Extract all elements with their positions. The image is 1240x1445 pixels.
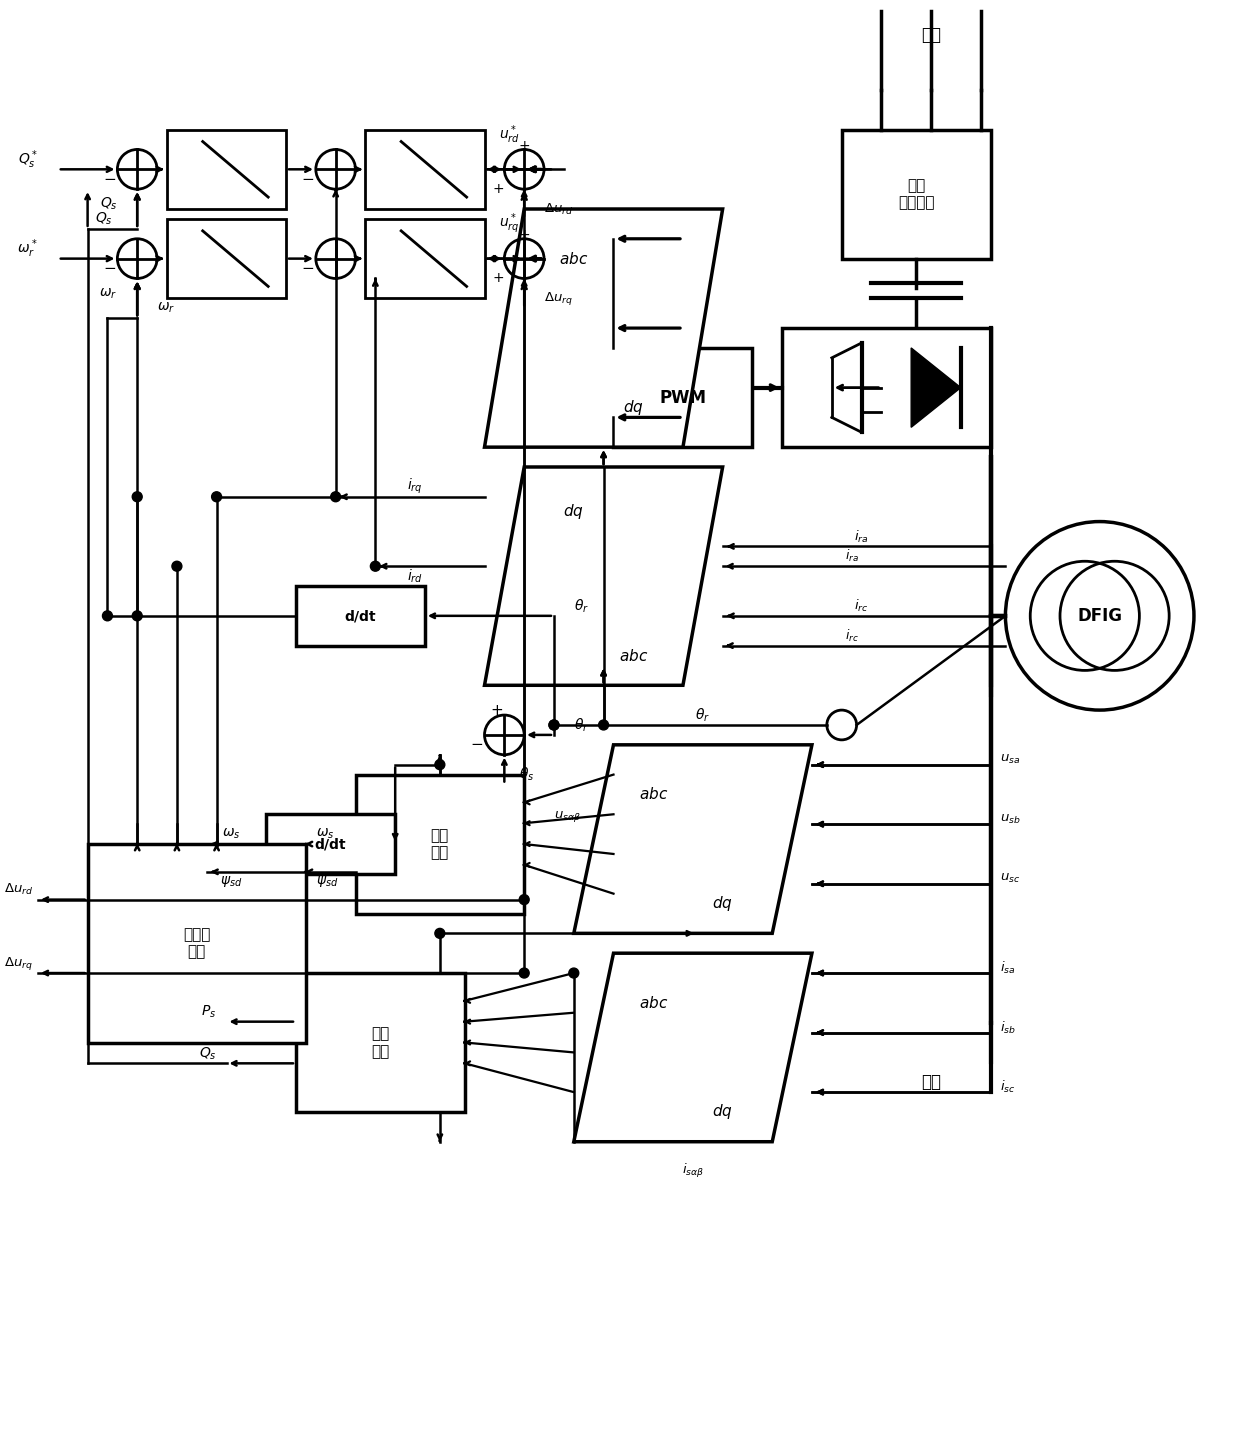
Bar	[296, 587, 425, 646]
Text: $\Delta u_{rd}$: $\Delta u_{rd}$	[4, 881, 33, 897]
Text: $abc$: $abc$	[559, 250, 589, 267]
Text: $i_{s\alpha\beta}$: $i_{s\alpha\beta}$	[682, 1162, 704, 1181]
Text: $u_{rq}^*$: $u_{rq}^*$	[498, 211, 520, 236]
Text: $\mathbf{d/dt}$: $\mathbf{d/dt}$	[314, 837, 347, 853]
Circle shape	[212, 491, 222, 501]
Bar	[296, 972, 465, 1113]
Bar	[366, 220, 485, 298]
Bar	[614, 348, 753, 447]
Text: $\psi_{sd}$: $\psi_{sd}$	[316, 874, 339, 889]
Text: $P_s$: $P_s$	[201, 1003, 217, 1020]
Text: $+$: $+$	[492, 272, 505, 286]
Circle shape	[549, 720, 559, 730]
Bar	[782, 328, 991, 447]
Circle shape	[520, 968, 529, 978]
Text: $i_{sc}$: $i_{sc}$	[1001, 1079, 1016, 1095]
Text: $u_{sc}$: $u_{sc}$	[1001, 873, 1021, 886]
Text: $u_{sb}$: $u_{sb}$	[1001, 812, 1021, 825]
Text: $u_{rd}^*$: $u_{rd}^*$	[498, 123, 520, 146]
Circle shape	[133, 491, 143, 501]
Text: $+$: $+$	[492, 182, 505, 197]
Bar	[842, 130, 991, 259]
Text: PWM: PWM	[660, 389, 707, 406]
Bar	[88, 844, 306, 1042]
Text: $\Delta u_{rq}$: $\Delta u_{rq}$	[4, 955, 33, 971]
Text: $Q_s$: $Q_s$	[99, 197, 118, 212]
Text: $-$: $-$	[470, 736, 484, 750]
Text: $abc$: $abc$	[619, 647, 649, 663]
Text: $dq$: $dq$	[712, 1103, 733, 1121]
Text: $u_{s\alpha\beta}$: $u_{s\alpha\beta}$	[554, 809, 580, 824]
Text: $\omega_s$: $\omega_s$	[222, 827, 241, 841]
Text: $dq$: $dq$	[622, 397, 644, 418]
Text: $i_{sa}$: $i_{sa}$	[1001, 959, 1016, 977]
Text: $\Delta u_{rd}$: $\Delta u_{rd}$	[544, 201, 573, 217]
Text: $\mathbf{d/dt}$: $\mathbf{d/dt}$	[343, 608, 377, 624]
Text: $-$: $-$	[103, 169, 117, 185]
Text: $Q_s^*$: $Q_s^*$	[17, 147, 38, 171]
Text: $dq$: $dq$	[563, 503, 584, 522]
Text: $dq$: $dq$	[712, 894, 733, 913]
Circle shape	[599, 720, 609, 730]
Circle shape	[520, 894, 529, 905]
Circle shape	[331, 491, 341, 501]
Circle shape	[569, 968, 579, 978]
Text: 耦合项
计算: 耦合项 计算	[184, 928, 211, 959]
Text: $Q_s$: $Q_s$	[94, 211, 113, 227]
Text: $i_{ra}$: $i_{ra}$	[844, 548, 858, 565]
Bar	[356, 775, 525, 913]
Text: DFIG: DFIG	[1078, 607, 1122, 624]
Bar	[167, 130, 286, 210]
Text: 功率
计算: 功率 计算	[371, 1026, 389, 1059]
Text: $i_{sb}$: $i_{sb}$	[1001, 1020, 1017, 1036]
Bar	[366, 130, 485, 210]
Text: $\omega_s$: $\omega_s$	[316, 827, 335, 841]
Text: $i_{ra}$: $i_{ra}$	[854, 529, 869, 545]
Text: $i_{rq}$: $i_{rq}$	[407, 477, 423, 497]
Text: $Q_s$: $Q_s$	[198, 1045, 217, 1062]
Polygon shape	[574, 954, 812, 1142]
Circle shape	[435, 760, 445, 770]
Circle shape	[133, 611, 143, 621]
Text: $\omega_r$: $\omega_r$	[157, 301, 175, 315]
Text: $\theta_r$: $\theta_r$	[574, 717, 589, 734]
Text: 电网: 电网	[921, 1074, 941, 1091]
Text: $\omega_r^*$: $\omega_r^*$	[17, 237, 38, 260]
Circle shape	[172, 561, 182, 571]
Text: $-$: $-$	[103, 259, 117, 275]
Text: $\theta_s$: $\theta_s$	[520, 766, 534, 783]
Circle shape	[103, 611, 113, 621]
Circle shape	[549, 720, 559, 730]
Text: $\omega_r$: $\omega_r$	[99, 286, 118, 301]
Text: $-$: $-$	[301, 259, 315, 275]
Text: $i_{rd}$: $i_{rd}$	[407, 568, 423, 585]
Text: $i_{rc}$: $i_{rc}$	[854, 598, 869, 614]
Polygon shape	[574, 744, 812, 933]
Circle shape	[435, 928, 445, 938]
Text: $\psi_{sd}$: $\psi_{sd}$	[221, 874, 243, 889]
Bar	[167, 220, 286, 298]
Text: $+$: $+$	[490, 702, 503, 718]
Text: 磁链
计算: 磁链 计算	[430, 828, 449, 860]
Circle shape	[371, 561, 381, 571]
Text: $u_{sa}$: $u_{sa}$	[1001, 753, 1021, 766]
Text: $+$: $+$	[518, 139, 531, 153]
Text: 电网: 电网	[921, 26, 941, 45]
Text: 网侧
变流系统: 网侧 变流系统	[898, 178, 935, 211]
Bar	[267, 815, 396, 874]
Text: $i_{rc}$: $i_{rc}$	[844, 627, 858, 643]
Polygon shape	[911, 348, 961, 428]
Text: $\theta_r$: $\theta_r$	[696, 707, 711, 724]
Text: $\theta_r$: $\theta_r$	[574, 597, 589, 614]
Text: $+$: $+$	[518, 228, 531, 241]
Text: $abc$: $abc$	[639, 994, 668, 1012]
Polygon shape	[485, 467, 723, 685]
Text: $\Delta u_{rq}$: $\Delta u_{rq}$	[544, 290, 573, 306]
Polygon shape	[485, 210, 723, 447]
Text: $-$: $-$	[301, 169, 315, 185]
Text: $abc$: $abc$	[639, 786, 668, 802]
